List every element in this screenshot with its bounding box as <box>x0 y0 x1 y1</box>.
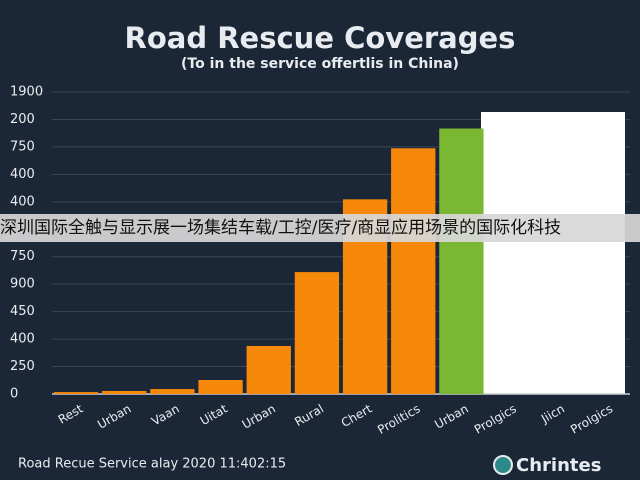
x-tick-label: Urban <box>432 402 470 432</box>
footer: Road Recue Service alay 2020 11:402:15 <box>18 457 286 472</box>
bar <box>391 148 436 394</box>
y-tick-label: 750 <box>10 249 35 264</box>
x-tick-label: Urban <box>240 402 278 432</box>
bar <box>150 389 195 394</box>
x-tick-label: Jiicn <box>538 402 567 427</box>
chart-subtitle: (To in the service offertlis in China) <box>181 56 459 72</box>
panel <box>481 112 625 394</box>
y-tick-label: 200 <box>10 112 35 127</box>
y-tick-label: 750 <box>10 139 35 154</box>
logo-icon <box>493 455 513 475</box>
x-tick-label: Urban <box>95 402 133 432</box>
x-tick-label: Rural <box>292 402 326 430</box>
y-tick-label: 0 <box>10 387 18 402</box>
x-tick-label: Prolgics <box>472 402 519 437</box>
y-tick-label: 400 <box>10 332 35 347</box>
x-tick-label: Rest <box>56 401 86 426</box>
bar <box>198 379 243 394</box>
x-tick-label: Prolgics <box>568 402 615 437</box>
x-tick-label: Uitat <box>198 401 230 428</box>
bar <box>246 345 291 394</box>
y-tick-label: 1900 <box>10 85 43 100</box>
x-tick-label: Prolitics <box>375 402 422 437</box>
y-tick-label: 400 <box>10 167 35 182</box>
y-tick-label: 250 <box>10 359 35 374</box>
banner: 深圳国际全触与显示展一场集结车载/工控/医疗/商显应用场景的国际化科技 <box>0 214 640 242</box>
logo: Chrintes <box>516 455 601 476</box>
x-tick-label: Vaan <box>149 402 182 429</box>
y-tick-label: 450 <box>10 304 35 319</box>
x-tick-label: Chert <box>339 401 375 430</box>
bar <box>102 390 147 394</box>
bar <box>439 128 484 395</box>
chart-title: Road Rescue Coverages <box>125 21 516 55</box>
bar <box>294 272 340 394</box>
bar <box>53 392 99 394</box>
y-tick-label: 900 <box>10 277 35 292</box>
y-tick-label: 400 <box>10 194 35 209</box>
